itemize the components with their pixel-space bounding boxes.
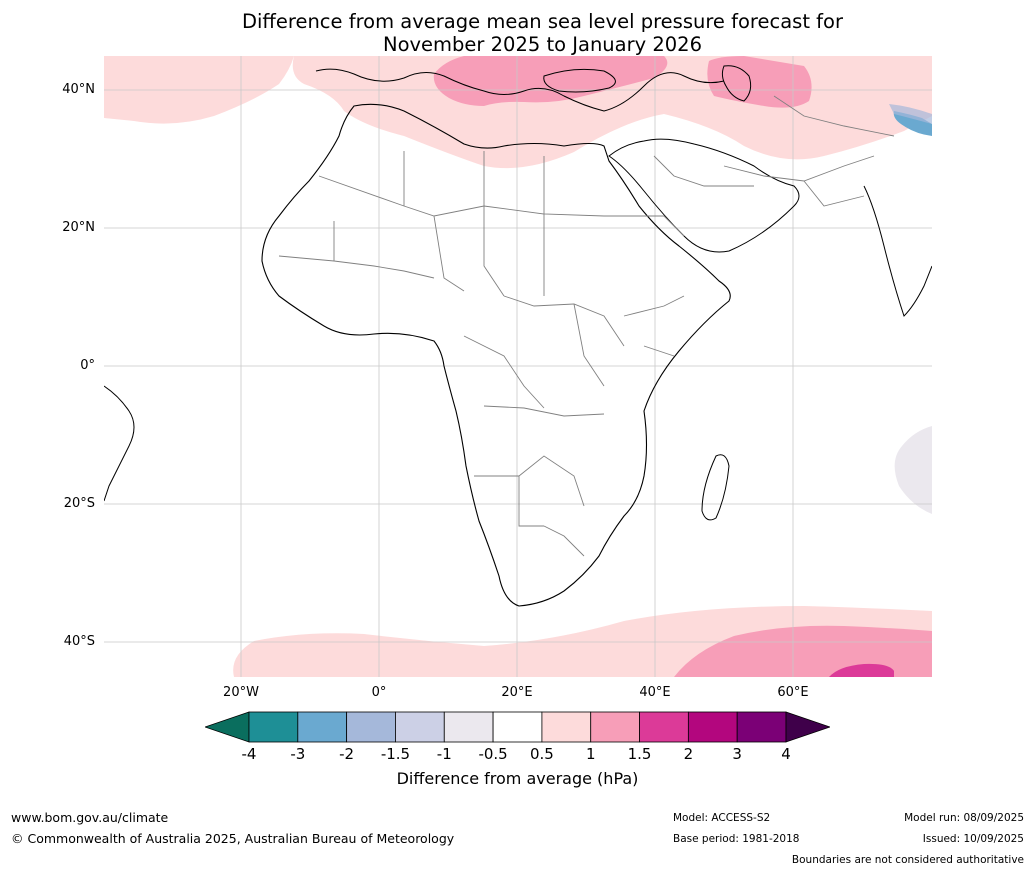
lat-label-40n: 40°N <box>62 82 95 97</box>
lon-label-0: 0° <box>371 685 387 700</box>
arabia-coastline <box>608 138 800 253</box>
india-coastline <box>863 185 932 317</box>
colorbar <box>205 711 830 743</box>
europe-coastline <box>315 68 725 112</box>
lat-label-40s: 40°S <box>63 634 95 649</box>
country-boundaries <box>278 95 895 557</box>
indian-ocean-grey-area <box>894 426 932 514</box>
colorbar-label: Difference from average (hPa) <box>396 769 639 788</box>
black-sea-coastline <box>543 68 616 93</box>
madagascar-coastline <box>701 454 730 521</box>
colorbar-tick-label: 1 <box>585 745 596 763</box>
colorbar-cell <box>736 711 787 743</box>
colorbar-tick-label: -3 <box>290 745 306 763</box>
africa-coastline <box>261 103 731 607</box>
colorbar-cell <box>443 711 494 743</box>
himalaya-light-blue-area <box>889 104 932 124</box>
colorbar-cell <box>590 711 640 743</box>
colorbar-tick-label: -2 <box>339 745 355 763</box>
map-title: Difference from average mean sea level p… <box>0 10 1035 56</box>
colorbar-cell <box>346 711 396 743</box>
colorbar-cell <box>639 711 689 743</box>
colorbar-tick-label: 1.5 <box>627 745 652 763</box>
colorbar-cell <box>541 711 592 743</box>
footer-copyright: © Commonwealth of Australia 2025, Austra… <box>11 831 455 846</box>
south-deep-pink-area <box>829 663 894 677</box>
himalaya-blue-area <box>893 111 932 136</box>
lat-label-20n: 20°N <box>62 220 95 235</box>
colorbar-cell <box>297 711 348 743</box>
footer-base-period: Base period: 1981-2018 <box>673 833 800 845</box>
lon-label-60e: 60°E <box>777 685 809 700</box>
lat-label-20s: 20°S <box>63 496 95 511</box>
lat-label-0: 0° <box>80 358 95 373</box>
title-line-2: November 2025 to January 2026 <box>383 33 702 56</box>
map-panel <box>104 56 932 677</box>
caspian-coastline <box>721 65 752 102</box>
colorbar-extend-high <box>785 711 830 743</box>
colorbar-cell <box>687 711 738 743</box>
footer-model-run: Model run: 08/09/2025 <box>904 812 1024 824</box>
lon-label-20e: 20°E <box>501 685 533 700</box>
colorbar-tick-label: -4 <box>241 745 257 763</box>
caspian-pink-area <box>707 56 812 108</box>
colorbar-cell <box>248 711 299 743</box>
colorbar-tick-label: 2 <box>683 745 694 763</box>
colorbar-cells <box>205 711 830 743</box>
colorbar-extend-low <box>205 711 250 743</box>
gridlines <box>104 56 932 677</box>
south-america-coastline <box>104 385 135 502</box>
colorbar-tick-label: 4 <box>781 745 791 763</box>
lon-label-20w: 20°W <box>223 685 259 700</box>
footer-url: www.bom.gov.au/climate <box>11 810 169 825</box>
footer-disclaimer: Boundaries are not considered authoritat… <box>791 854 1024 866</box>
colorbar-tick-label: 3 <box>732 745 742 763</box>
footer-issued: Issued: 10/09/2025 <box>922 833 1024 845</box>
map-svg <box>104 56 932 677</box>
colorbar-tick-label: 0.5 <box>529 745 554 763</box>
colorbar-cell <box>395 711 445 743</box>
title-line-1: Difference from average mean sea level p… <box>242 10 843 33</box>
colorbar-tick-label: -0.5 <box>478 745 508 763</box>
lon-label-40e: 40°E <box>639 685 671 700</box>
colorbar-tick-label: -1 <box>436 745 452 763</box>
colorbar-tick-label: -1.5 <box>380 745 411 763</box>
colorbar-cell <box>492 711 543 743</box>
footer-model: Model: ACCESS-S2 <box>673 812 771 824</box>
